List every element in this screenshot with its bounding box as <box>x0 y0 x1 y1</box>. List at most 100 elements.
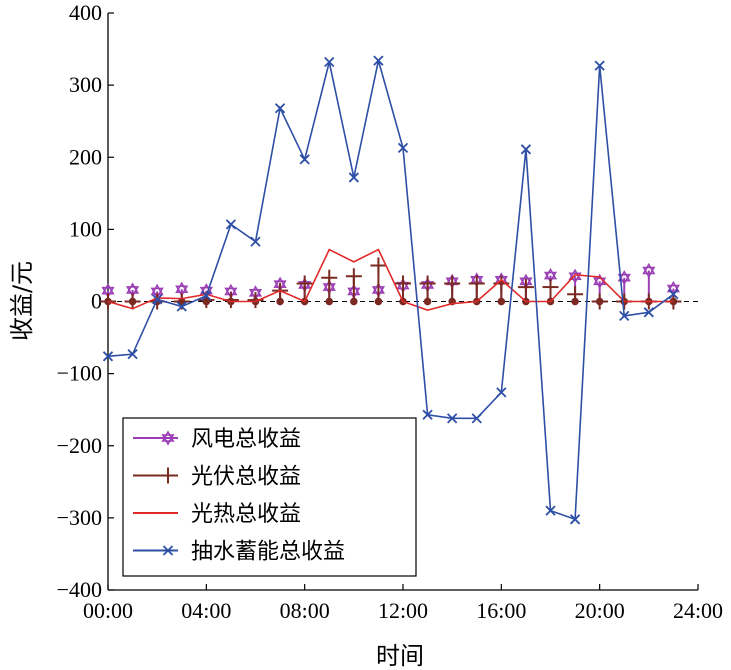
marker-b <box>324 56 335 68</box>
data-point <box>395 275 411 292</box>
data-point <box>594 60 605 71</box>
data-point <box>496 387 507 398</box>
y-tick-label: 300 <box>69 72 102 97</box>
marker-triangle-down <box>224 287 238 300</box>
data-point <box>517 279 534 296</box>
y-tick-label: −200 <box>57 433 102 458</box>
marker-triangle-down <box>519 277 533 289</box>
data-point <box>152 294 163 305</box>
data-point <box>124 293 141 310</box>
stem-base <box>276 297 284 306</box>
data-point <box>102 351 114 362</box>
data-point <box>247 292 264 309</box>
marker-triangle-down <box>175 285 189 297</box>
y-axis-title: 收益/元 <box>8 261 36 341</box>
y-tick-label: −100 <box>57 361 102 386</box>
marker-b <box>274 103 286 114</box>
marker-b <box>471 413 482 424</box>
marker-triangle-down <box>150 287 164 300</box>
marker-triangle-down <box>543 271 558 284</box>
y-tick-label: 0 <box>91 289 102 314</box>
legend-entry: 风电总收益 <box>133 427 301 452</box>
data-point <box>444 275 461 292</box>
marker-b <box>373 55 384 66</box>
marker-triangle-down <box>126 286 140 298</box>
legend-label: 光热总收益 <box>191 502 301 527</box>
data-point <box>321 269 338 286</box>
stem-base <box>423 297 432 306</box>
series-line <box>107 60 674 521</box>
marker-b <box>668 289 679 300</box>
legend-entry: 光热总收益 <box>133 502 301 527</box>
data-point <box>642 262 656 279</box>
marker-b <box>176 301 187 312</box>
y-tick-label: −300 <box>57 505 102 530</box>
marker-triangle-down <box>248 289 263 301</box>
series-line <box>107 248 674 311</box>
legend-label: 光伏总收益 <box>191 465 301 490</box>
marker-b <box>397 142 409 154</box>
data-point <box>668 289 679 300</box>
marker-b <box>422 409 433 420</box>
x-tick-label: 16:00 <box>476 598 526 623</box>
data-point <box>545 505 556 516</box>
marker-triangle-up <box>617 270 631 282</box>
marker-triangle-down <box>666 284 680 297</box>
stem-base <box>350 297 358 306</box>
series-3 <box>102 55 679 525</box>
legend-marker <box>161 430 175 446</box>
data-point <box>348 172 359 183</box>
data-point <box>250 236 261 247</box>
data-point <box>370 257 387 274</box>
marker-triangle-up <box>642 262 656 275</box>
data-point <box>468 275 485 292</box>
marker-triangle-down <box>273 280 287 292</box>
series-0 <box>101 262 680 306</box>
x-tick-label: 12:00 <box>378 598 428 623</box>
data-point <box>324 56 335 68</box>
marker-triangle-up <box>543 267 558 280</box>
marker-b <box>594 60 605 71</box>
data-point <box>567 286 584 303</box>
x-tick-label: 00:00 <box>83 598 133 623</box>
data-point <box>422 409 433 420</box>
legend-marker <box>160 467 176 484</box>
marker-b <box>619 310 630 322</box>
y-tick-label: −400 <box>57 577 102 602</box>
legend-marker <box>162 545 174 556</box>
marker-triangle-down <box>161 434 175 446</box>
data-point <box>225 219 237 230</box>
marker-b <box>520 144 532 155</box>
marker-triangle-down <box>642 266 656 279</box>
marker-b <box>496 387 507 398</box>
marker-b <box>162 545 174 556</box>
x-tick-label: 24:00 <box>673 598 723 623</box>
data-point <box>299 154 310 165</box>
marker-triangle-up <box>666 280 680 293</box>
marker-b <box>225 219 237 230</box>
marker-triangle-up <box>126 282 140 294</box>
legend-label: 抽水蓄能总收益 <box>191 540 345 565</box>
marker-triangle-down <box>593 277 607 289</box>
data-point <box>520 144 532 155</box>
legend-label: 风电总收益 <box>191 427 301 452</box>
marker-b <box>102 351 114 362</box>
data-point <box>569 514 581 525</box>
data-point <box>493 275 510 292</box>
marker-triangle-up <box>175 281 189 294</box>
marker-b <box>569 514 581 525</box>
data-point <box>345 268 362 285</box>
data-point <box>274 103 286 114</box>
marker-b <box>152 294 163 305</box>
data-point <box>617 270 631 286</box>
x-tick-label: 20:00 <box>575 598 625 623</box>
stem-base <box>325 297 333 306</box>
data-point <box>619 310 630 322</box>
data-point <box>666 280 680 297</box>
y-tick-label: 100 <box>69 216 102 241</box>
stem-base <box>497 297 506 306</box>
marker-b <box>250 236 261 247</box>
